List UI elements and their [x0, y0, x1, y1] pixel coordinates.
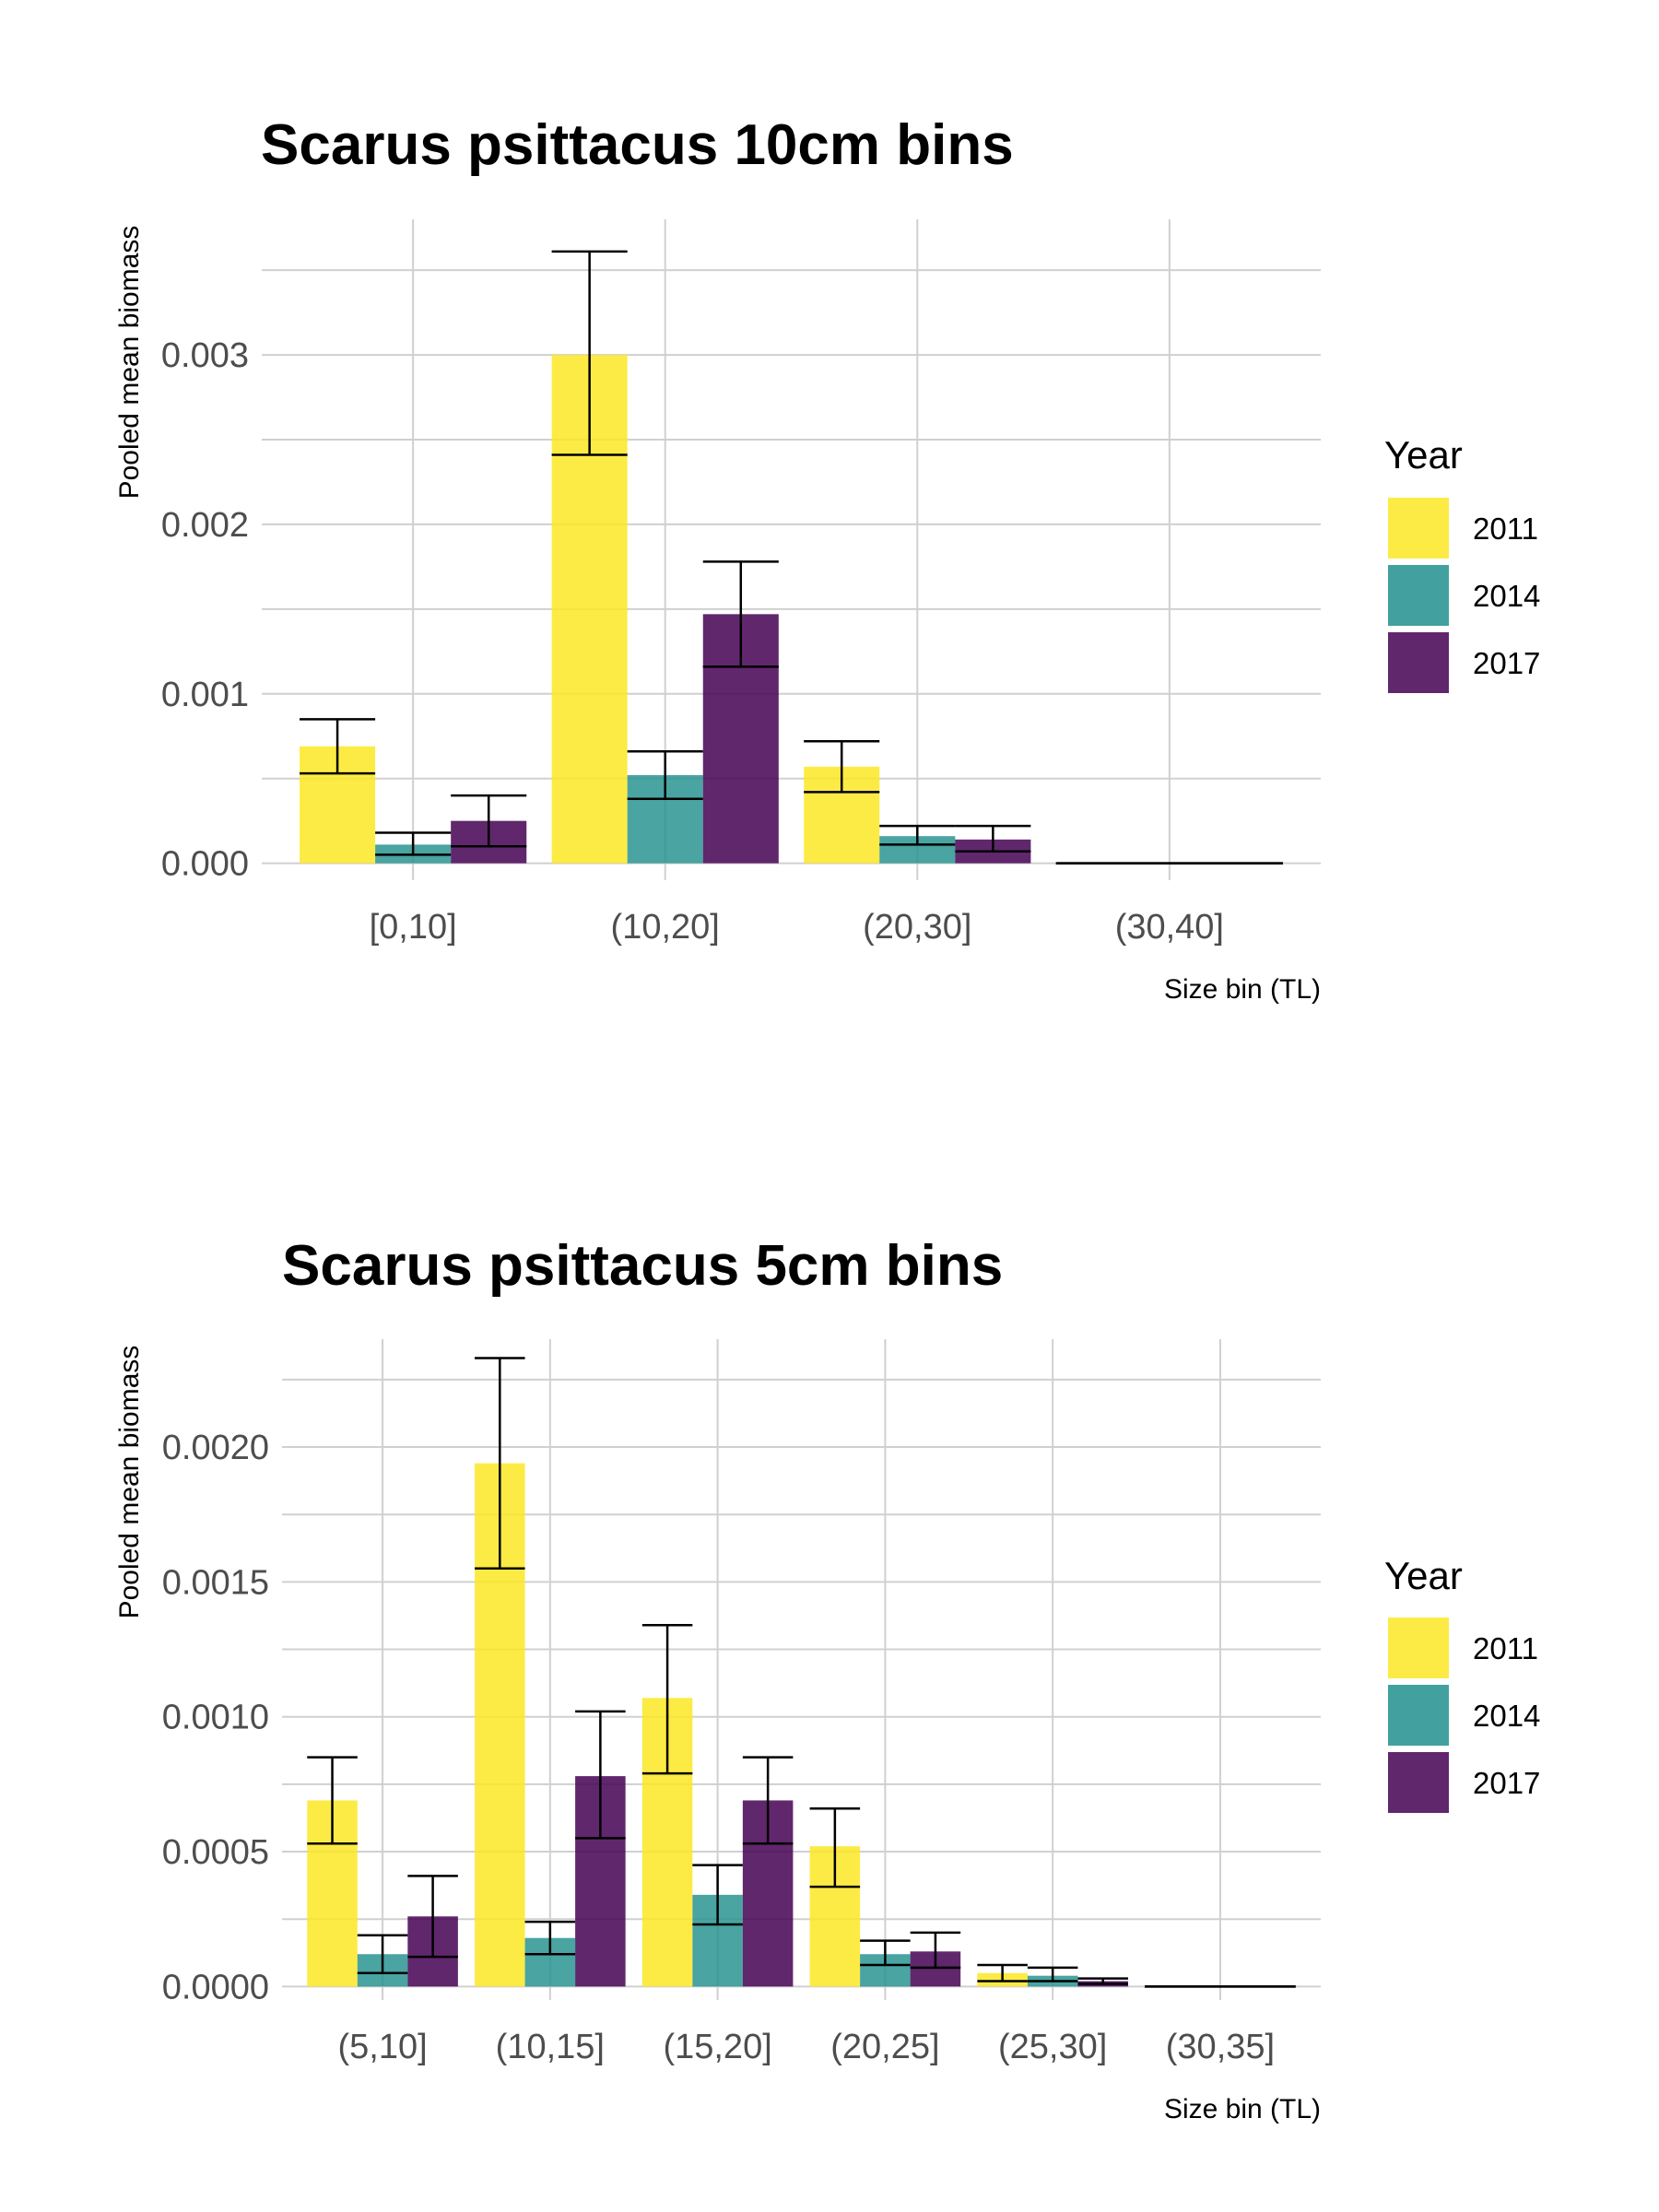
x-tick-label: (10,20]: [611, 908, 720, 947]
chart-10cm-svg: Scarus psittacus 10cm bins Pooled mean b…: [114, 113, 1540, 1005]
x-axis-label: Size bin (TL): [1164, 2094, 1321, 2124]
y-tick-label: 0.0010: [162, 1699, 269, 1737]
chart-5cm-bins: Scarus psittacus 5cm bins Pooled mean bi…: [0, 1106, 1659, 2212]
legend-title: Year: [1384, 1554, 1463, 1597]
legend-title: Year: [1384, 433, 1463, 477]
x-tick-label: (10,15]: [496, 2028, 605, 2066]
legend-key-2017: [1388, 1752, 1449, 1813]
y-tick-label: 0.0005: [162, 1833, 269, 1872]
x-tick-label: [0,10]: [370, 908, 457, 947]
x-tick-label: (30,40]: [1115, 908, 1224, 947]
legend: Year 2011 2014 2017: [1384, 433, 1540, 693]
bars: [307, 1463, 1296, 1987]
x-ticks: [0,10] (10,20] (20,30] (30,40]: [370, 908, 1224, 947]
x-tick-label: (5,10]: [337, 2028, 427, 2066]
y-ticks: 0.0000 0.0005 0.0010 0.0015 0.0020: [162, 1429, 269, 2006]
chart-title: Scarus psittacus 5cm bins: [282, 1234, 1003, 1298]
x-tick-label: (30,35]: [1166, 2028, 1275, 2066]
y-tick-label: 0.002: [161, 506, 249, 545]
x-tick-label: (15,20]: [663, 2028, 771, 2066]
x-tick-label: (20,25]: [830, 2028, 939, 2066]
legend-label-2014: 2014: [1473, 1699, 1540, 1733]
legend-label-2017: 2017: [1473, 1766, 1540, 1800]
error-bars: [300, 250, 1283, 865]
y-axis-label: Pooled mean biomass: [114, 226, 145, 500]
y-axis-label: Pooled mean biomass: [114, 1346, 145, 1619]
legend-label-2011: 2011: [1473, 512, 1538, 546]
x-axis-label: Size bin (TL): [1164, 974, 1321, 1005]
y-tick-label: 0.0020: [162, 1429, 269, 1467]
legend-label-2014: 2014: [1473, 579, 1540, 613]
legend-label-2017: 2017: [1473, 646, 1540, 680]
legend-key-2011: [1388, 1618, 1449, 1678]
y-tick-label: 0.0015: [162, 1563, 269, 1602]
legend-key-2011: [1388, 498, 1449, 559]
legend-key-2014: [1388, 565, 1449, 626]
legend-label-2011: 2011: [1473, 1631, 1538, 1665]
x-tick-label: (25,30]: [998, 2028, 1107, 2066]
error-bars: [307, 1357, 1296, 1988]
y-ticks: 0.000 0.001 0.002 0.003: [161, 336, 249, 884]
x-tick-label: (20,30]: [863, 908, 971, 947]
y-tick-label: 0.000: [161, 845, 249, 884]
grid: [282, 1339, 1321, 2000]
chart-10cm-bins: Scarus psittacus 10cm bins Pooled mean b…: [114, 113, 1540, 1005]
legend-key-2017: [1388, 632, 1449, 693]
grid: [262, 219, 1321, 880]
legend-key-2014: [1388, 1685, 1449, 1746]
chart-5cm-svg: Scarus psittacus 5cm bins Pooled mean bi…: [114, 1234, 1540, 2124]
x-ticks: (5,10] (10,15] (15,20] (20,25] (25,30] (30,35…: [337, 2028, 1275, 2066]
y-tick-label: 0.001: [161, 676, 249, 714]
y-tick-label: 0.0000: [162, 1968, 269, 2006]
y-tick-label: 0.003: [161, 336, 249, 375]
chart-title: Scarus psittacus 10cm bins: [261, 113, 1014, 177]
legend: Year 2011 2014 2017: [1384, 1554, 1540, 1813]
